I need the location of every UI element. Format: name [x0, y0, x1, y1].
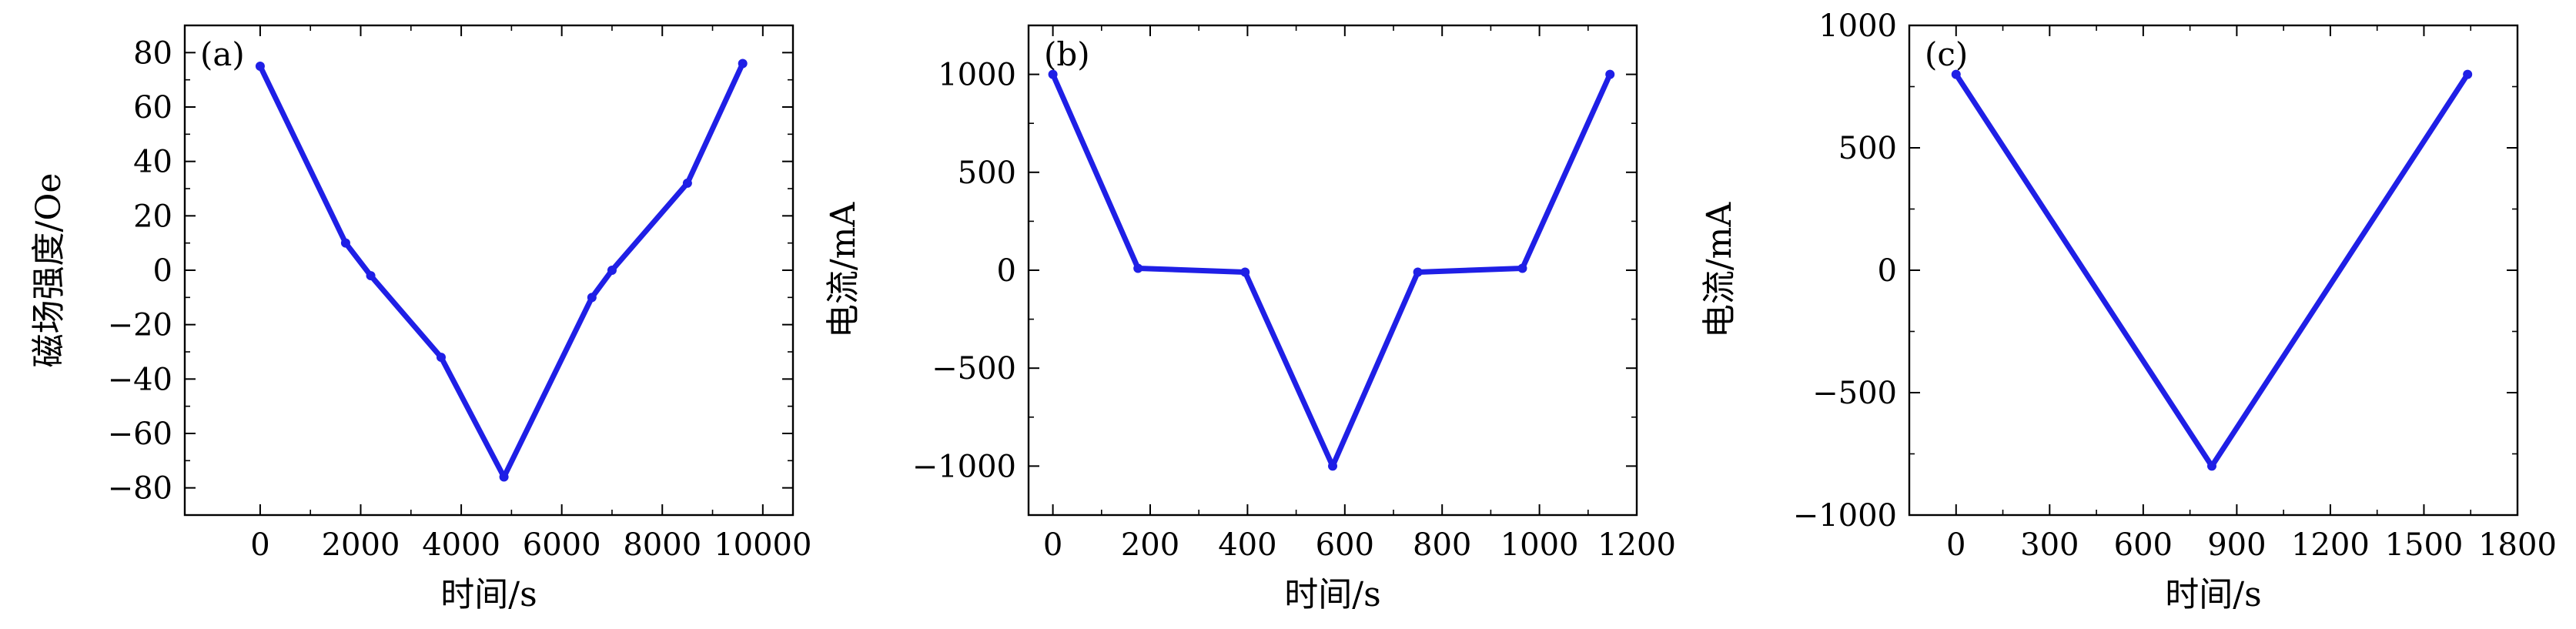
data-point: [2206, 461, 2216, 471]
x-axis-label: 时间/s: [2165, 575, 2261, 614]
y-axis-label: 电流/mA: [1700, 202, 1739, 339]
x-tick-label: 600: [2114, 527, 2173, 563]
x-axis-label: 时间/s: [1284, 575, 1380, 614]
y-tick-label: −500: [932, 351, 1016, 386]
panel-label: (c): [1925, 35, 1968, 73]
series-line: [1953, 72, 2471, 469]
panel-c: 0 300 600 900 1200 1500 1800 −1000 −500 0 500 1000 时…: [1700, 8, 2557, 614]
y-tick-label: 1000: [938, 58, 1016, 93]
y-axis-label: 磁场强度/Oe: [29, 173, 69, 368]
y-tick-label: 0: [1878, 253, 1897, 289]
panel-label: (a): [200, 35, 245, 73]
data-point: [1240, 267, 1250, 277]
data-point: [607, 266, 617, 275]
y-tick-label: 0: [153, 253, 172, 289]
panel-label: (b): [1044, 35, 1090, 73]
y-tick-label: −40: [108, 362, 172, 397]
panel-b: 0 200 400 600 800 1000 1200 −1000 −500 0 500 1000 时间…: [824, 24, 1676, 614]
series-line: [257, 60, 746, 480]
y-tick-label: 500: [958, 156, 1016, 191]
data-point: [1413, 267, 1423, 277]
x-tick-label: 200: [1121, 527, 1179, 563]
plot-frame: [1027, 24, 1638, 517]
x-axis-label: 时间/s: [440, 575, 537, 614]
data-point: [1328, 461, 1337, 471]
x-tick-label: 1200: [1597, 527, 1676, 563]
y-tick-label: 500: [1838, 131, 1897, 166]
data-point: [1517, 263, 1527, 273]
y-tick-label: −20: [108, 308, 172, 343]
x-tick-label: 0: [1946, 527, 1965, 563]
y-tick-label: −1000: [912, 449, 1016, 484]
x-tick-label: 1000: [1500, 527, 1579, 563]
y-tick-label: −500: [1812, 376, 1897, 411]
y-axis-label: 电流/mA: [824, 202, 863, 339]
y-tick-label: 60: [133, 90, 172, 125]
data-point: [436, 353, 446, 363]
x-tick-label: 800: [1413, 527, 1471, 563]
y-tick-label: −80: [108, 471, 172, 507]
x-tick-label: 0: [1043, 527, 1062, 563]
data-point: [587, 293, 597, 303]
data-point: [1605, 69, 1615, 79]
y-tick-label: 1000: [1818, 8, 1897, 44]
y-tick-label: −1000: [1793, 498, 1897, 534]
data-point: [366, 271, 376, 281]
y-tick-label: 20: [133, 199, 172, 234]
data-point: [1133, 263, 1143, 273]
x-tick-label: 400: [1218, 527, 1276, 563]
data-point: [499, 472, 509, 482]
x-tick-label: 2000: [322, 527, 400, 563]
panel-a: 0 2000 4000 6000 8000 10000 −80 −60 −40 −20 0 20 40 6…: [29, 24, 811, 614]
x-tick-label: 6000: [523, 527, 601, 563]
x-tick-label: 1500: [2385, 527, 2464, 563]
x-tick-label: 1200: [2291, 527, 2370, 563]
x-tick-label: 900: [2207, 527, 2266, 563]
data-point: [340, 238, 350, 248]
x-tick-label: 300: [2020, 527, 2079, 563]
data-point: [1048, 69, 1058, 79]
y-tick-label: 40: [133, 145, 172, 180]
y-tick-label: −60: [108, 417, 172, 452]
y-tick-label: 0: [997, 253, 1016, 289]
x-tick-label: 10000: [714, 527, 811, 563]
x-tick-label: 1800: [2478, 527, 2557, 563]
x-tick-label: 8000: [623, 527, 701, 563]
data-point: [1951, 69, 1961, 79]
x-tick-label: 4000: [422, 527, 500, 563]
data-point: [255, 62, 265, 71]
x-tick-label: 600: [1316, 527, 1374, 563]
data-point: [682, 178, 692, 188]
data-point: [2463, 69, 2473, 79]
plot-frame: [1908, 24, 2519, 517]
x-tick-label: 0: [250, 527, 269, 563]
y-tick-label: 80: [133, 35, 172, 71]
data-point: [738, 59, 748, 69]
